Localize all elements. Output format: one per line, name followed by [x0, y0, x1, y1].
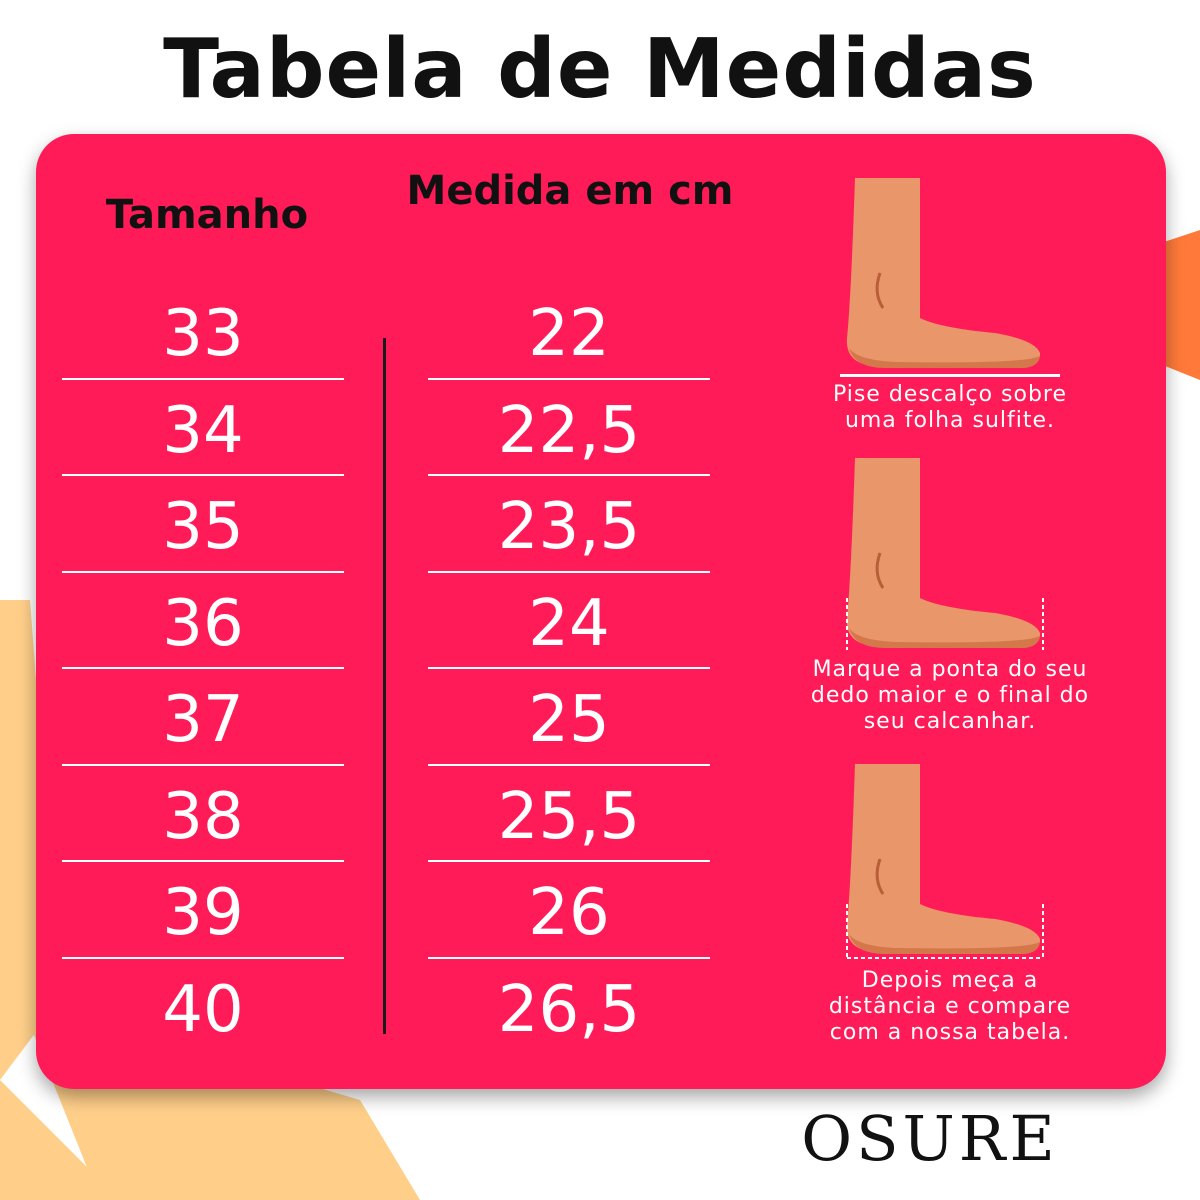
- page-title: Tabela de Medidas: [163, 22, 1037, 117]
- foot-measured-icon: [846, 764, 1044, 960]
- size-column: 33 34 35 36 37 38 39 40: [62, 292, 344, 1064]
- size-cell: 38: [62, 775, 344, 872]
- step-3: Depois meça a distância e compare com a …: [760, 764, 1140, 1046]
- step-1: Pise descalço sobre uma folha sulfite.: [760, 178, 1140, 434]
- caption-line: dedo maior e o final do: [810, 683, 1090, 708]
- foot-on-sheet-icon: [840, 178, 1060, 377]
- cm-cell: 22,5: [428, 389, 710, 486]
- cm-column-header: Medida em cm: [406, 168, 734, 214]
- caption-line: com a nossa tabela.: [829, 1020, 1071, 1045]
- caption-line: Marque a ponta do seu: [812, 657, 1088, 682]
- caption-line: uma folha sulfite.: [844, 408, 1056, 433]
- size-cell: 35: [62, 485, 344, 582]
- cm-cell: 26: [428, 871, 710, 968]
- column-divider: [383, 338, 386, 1034]
- caption-line: distância e compare: [828, 994, 1072, 1019]
- cm-cell: 24: [428, 582, 710, 679]
- step-2: Marque a ponta do seu dedo maior e o fin…: [760, 458, 1140, 735]
- caption-line: Depois meça a: [861, 968, 1039, 993]
- step-2-caption: Marque a ponta do seu dedo maior e o fin…: [760, 657, 1140, 735]
- size-cell: 39: [62, 871, 344, 968]
- foot-marked-icon: [846, 458, 1044, 650]
- cm-cell: 23,5: [428, 485, 710, 582]
- size-cell: 36: [62, 582, 344, 679]
- cm-column: 22 22,5 23,5 24 25 25,5 26 26,5: [428, 292, 710, 1064]
- size-column-header: Tamanho: [105, 192, 309, 238]
- cm-cell: 25,5: [428, 775, 710, 872]
- cm-cell: 25: [428, 678, 710, 775]
- size-cell: 37: [62, 678, 344, 775]
- cm-cell: 26,5: [497, 972, 641, 1047]
- cm-cell: 22: [428, 292, 710, 389]
- step-1-caption: Pise descalço sobre uma folha sulfite.: [760, 382, 1140, 434]
- size-cell: 40: [162, 972, 244, 1047]
- step-3-caption: Depois meça a distância e compare com a …: [760, 968, 1140, 1046]
- caption-line: Pise descalço sobre: [832, 382, 1068, 407]
- size-cell: 34: [62, 389, 344, 486]
- caption-line: seu calcanhar.: [863, 709, 1037, 734]
- brand-logo: OSURE: [801, 1102, 1059, 1175]
- size-cell: 33: [62, 292, 344, 389]
